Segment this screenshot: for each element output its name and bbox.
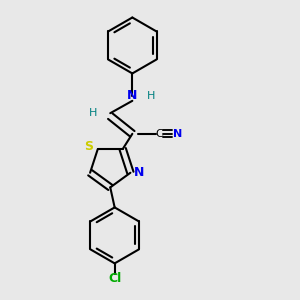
Text: N: N [173,129,183,139]
Text: N: N [127,89,137,102]
Text: C: C [155,129,163,139]
Text: H: H [88,108,97,118]
Text: Cl: Cl [108,272,121,285]
Text: H: H [146,91,155,100]
Text: N: N [134,166,144,179]
Text: S: S [85,140,94,153]
